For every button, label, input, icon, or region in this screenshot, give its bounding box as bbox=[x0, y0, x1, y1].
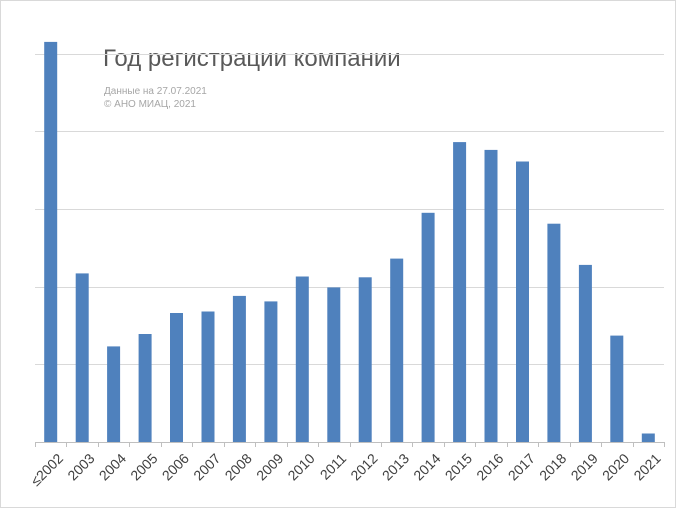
x-tick-label-2012: 2012 bbox=[347, 450, 380, 483]
x-tick-label-2018: 2018 bbox=[536, 450, 569, 483]
bar-2014 bbox=[421, 212, 435, 442]
bar-2018 bbox=[547, 223, 561, 442]
chart-subtitle-date: Данные на 27.07.2021 bbox=[104, 86, 207, 97]
x-tick-label-2020: 2020 bbox=[599, 450, 632, 483]
gridlines bbox=[35, 54, 664, 365]
bar-2011 bbox=[327, 287, 341, 442]
bar-2004 bbox=[107, 346, 121, 442]
x-tick-label-2015: 2015 bbox=[442, 450, 475, 483]
bars bbox=[44, 41, 655, 443]
x-tick-label-2021: 2021 bbox=[630, 450, 663, 483]
x-tick-label-2016: 2016 bbox=[473, 450, 506, 483]
bar-2007 bbox=[201, 311, 215, 442]
bar-2006 bbox=[170, 313, 183, 442]
x-axis bbox=[35, 442, 665, 447]
bar-2005 bbox=[138, 334, 152, 442]
x-tick-label-2017: 2017 bbox=[505, 450, 538, 483]
x-tick-label-2004: 2004 bbox=[96, 450, 129, 483]
x-tick-label-2008: 2008 bbox=[222, 450, 255, 483]
bar-2012 bbox=[358, 277, 372, 442]
bar-2017 bbox=[516, 161, 529, 442]
x-tick-label-2019: 2019 bbox=[568, 450, 601, 483]
x-tick-label-2006: 2006 bbox=[159, 450, 192, 483]
bar-2021 bbox=[641, 433, 655, 442]
x-tick-label-2003: 2003 bbox=[64, 450, 97, 483]
x-tick-label-2005: 2005 bbox=[127, 450, 160, 483]
bar-2003 bbox=[75, 273, 89, 442]
x-tick-label-2010: 2010 bbox=[284, 450, 317, 483]
x-tick-label-2011: 2011 bbox=[317, 450, 350, 483]
bar-2009 bbox=[264, 301, 278, 442]
bar-2010 bbox=[295, 276, 309, 442]
x-tick-label-≤2002: ≤2002 bbox=[27, 450, 66, 489]
bar-2015 bbox=[453, 142, 467, 442]
bar-2013 bbox=[390, 258, 404, 442]
chart-title: Год регистрации компании bbox=[103, 45, 401, 72]
chart-subtitle-copyright: © АНО МИАЦ, 2021 bbox=[104, 99, 196, 110]
x-tick-label-2009: 2009 bbox=[253, 450, 286, 483]
bar-2008 bbox=[232, 295, 246, 442]
bar-≤2002 bbox=[44, 41, 58, 443]
bar-2019 bbox=[578, 264, 592, 442]
x-tick-labels: ≤200220032004200520062007200820092010201… bbox=[27, 450, 664, 489]
x-tick-label-2013: 2013 bbox=[379, 450, 412, 483]
x-tick-label-2014: 2014 bbox=[410, 450, 443, 483]
bar-2020 bbox=[610, 335, 624, 442]
x-tick-label-2007: 2007 bbox=[190, 450, 223, 483]
bar-2016 bbox=[484, 149, 498, 442]
